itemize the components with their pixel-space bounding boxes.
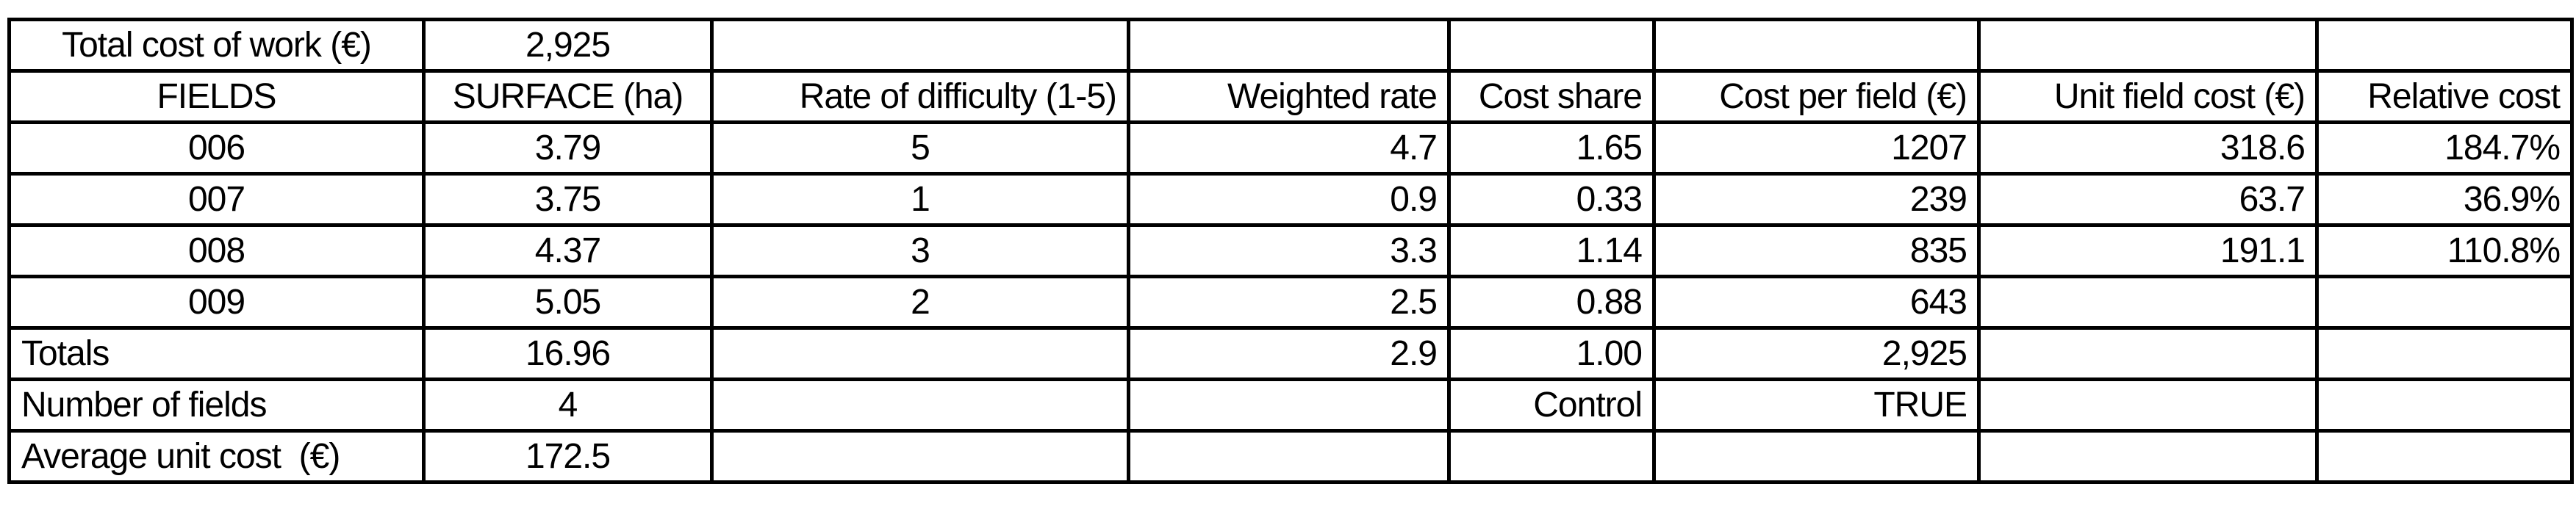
cell-cost-share[interactable]: 0.33	[1447, 172, 1656, 227]
field-row: 009 5.05 2 2.5 0.88 643	[7, 275, 2574, 330]
cell-empty[interactable]	[2315, 378, 2574, 433]
cell-field-id[interactable]: 006	[7, 120, 426, 176]
cell-average-unit-cost-value[interactable]: 172.5	[422, 429, 714, 484]
header-weighted-rate[interactable]: Weighted rate	[1127, 69, 1451, 124]
cell-empty[interactable]	[1127, 18, 1451, 73]
average-unit-cost-row: Average unit cost (€) 172.5	[7, 429, 2574, 484]
cell-number-of-fields-label[interactable]: Number of fields	[7, 378, 426, 433]
cell-unit-field-cost[interactable]: 63.7	[1977, 172, 2319, 227]
cell-total-cost-value[interactable]: 2,925	[422, 18, 714, 73]
cell-average-unit-cost-label[interactable]: Average unit cost (€)	[7, 429, 426, 484]
cell-cost-per-field[interactable]: 643	[1652, 275, 1981, 330]
field-row: 006 3.79 5 4.7 1.65 1207 318.6 184.7%	[7, 120, 2574, 176]
cell-rate[interactable]: 5	[710, 120, 1130, 176]
cell-weighted-rate[interactable]: 4.7	[1127, 120, 1451, 176]
cell-empty[interactable]	[2315, 18, 2574, 73]
cell-empty[interactable]	[1447, 429, 1656, 484]
field-row: 007 3.75 1 0.9 0.33 239 63.7 36.9%	[7, 172, 2574, 227]
cell-totals-surface[interactable]: 16.96	[422, 326, 714, 381]
cell-empty[interactable]	[710, 378, 1130, 433]
cell-totals-label[interactable]: Totals	[7, 326, 426, 381]
cell-empty[interactable]	[1977, 326, 2319, 381]
cell-rate[interactable]: 1	[710, 172, 1130, 227]
cell-field-id[interactable]: 007	[7, 172, 426, 227]
cell-unit-field-cost[interactable]: 191.1	[1977, 223, 2319, 278]
cell-surface[interactable]: 3.75	[422, 172, 714, 227]
cell-relative-cost[interactable]: 110.8%	[2315, 223, 2574, 278]
cell-surface[interactable]: 3.79	[422, 120, 714, 176]
cell-empty[interactable]	[1652, 429, 1981, 484]
total-cost-row: Total cost of work (€) 2,925	[7, 18, 2574, 73]
header-rate-of-difficulty[interactable]: Rate of difficulty (1-5)	[710, 69, 1130, 124]
cell-empty[interactable]	[1977, 18, 2319, 73]
cell-field-id[interactable]: 008	[7, 223, 426, 278]
header-fields[interactable]: FIELDS	[7, 69, 426, 124]
cell-relative-cost[interactable]: 36.9%	[2315, 172, 2574, 227]
cell-cost-share[interactable]: 0.88	[1447, 275, 1656, 330]
cell-relative-cost[interactable]: 184.7%	[2315, 120, 2574, 176]
cell-cost-share[interactable]: 1.65	[1447, 120, 1656, 176]
cell-empty[interactable]	[710, 18, 1130, 73]
cell-cost-per-field[interactable]: 1207	[1652, 120, 1981, 176]
header-cost-share[interactable]: Cost share	[1447, 69, 1656, 124]
cell-surface[interactable]: 4.37	[422, 223, 714, 278]
totals-row: Totals 16.96 2.9 1.00 2,925	[7, 326, 2574, 381]
header-relative-cost[interactable]: Relative cost	[2315, 69, 2574, 124]
cell-relative-cost[interactable]	[2315, 275, 2574, 330]
header-row: FIELDS SURFACE (ha) Rate of difficulty (…	[7, 69, 2574, 124]
cell-empty[interactable]	[1127, 378, 1451, 433]
cell-cost-per-field[interactable]: 239	[1652, 172, 1981, 227]
cell-number-of-fields-value[interactable]: 4	[422, 378, 714, 433]
cost-allocation-table: Total cost of work (€) 2,925 FIELDS SURF…	[7, 18, 2574, 484]
cell-unit-field-cost[interactable]: 318.6	[1977, 120, 2319, 176]
cell-empty[interactable]	[2315, 429, 2574, 484]
cell-empty[interactable]	[710, 429, 1130, 484]
cell-empty[interactable]	[2315, 326, 2574, 381]
cell-cost-per-field[interactable]: 835	[1652, 223, 1981, 278]
cell-rate[interactable]: 3	[710, 223, 1130, 278]
cell-unit-field-cost[interactable]	[1977, 275, 2319, 330]
cell-weighted-rate[interactable]: 2.5	[1127, 275, 1451, 330]
cell-field-id[interactable]: 009	[7, 275, 426, 330]
cell-rate[interactable]: 2	[710, 275, 1130, 330]
cell-empty[interactable]	[1977, 378, 2319, 433]
cell-weighted-rate[interactable]: 0.9	[1127, 172, 1451, 227]
field-row: 008 4.37 3 3.3 1.14 835 191.1 110.8%	[7, 223, 2574, 278]
number-of-fields-row: Number of fields 4 Control TRUE	[7, 378, 2574, 433]
cell-totals-weighted-rate[interactable]: 2.9	[1127, 326, 1451, 381]
cell-empty[interactable]	[1977, 429, 2319, 484]
header-unit-field-cost[interactable]: Unit field cost (€)	[1977, 69, 2319, 124]
cell-control-label[interactable]: Control	[1447, 378, 1656, 433]
cell-surface[interactable]: 5.05	[422, 275, 714, 330]
cell-weighted-rate[interactable]: 3.3	[1127, 223, 1451, 278]
header-cost-per-field[interactable]: Cost per field (€)	[1652, 69, 1981, 124]
cell-cost-share[interactable]: 1.14	[1447, 223, 1656, 278]
cell-totals-cost-per-field[interactable]: 2,925	[1652, 326, 1981, 381]
cell-control-value[interactable]: TRUE	[1652, 378, 1981, 433]
cell-total-cost-label[interactable]: Total cost of work (€)	[7, 18, 426, 73]
cell-totals-cost-share[interactable]: 1.00	[1447, 326, 1656, 381]
cell-empty[interactable]	[1652, 18, 1981, 73]
header-surface[interactable]: SURFACE (ha)	[422, 69, 714, 124]
cell-empty[interactable]	[1447, 18, 1656, 73]
cell-empty[interactable]	[710, 326, 1130, 381]
cell-empty[interactable]	[1127, 429, 1451, 484]
